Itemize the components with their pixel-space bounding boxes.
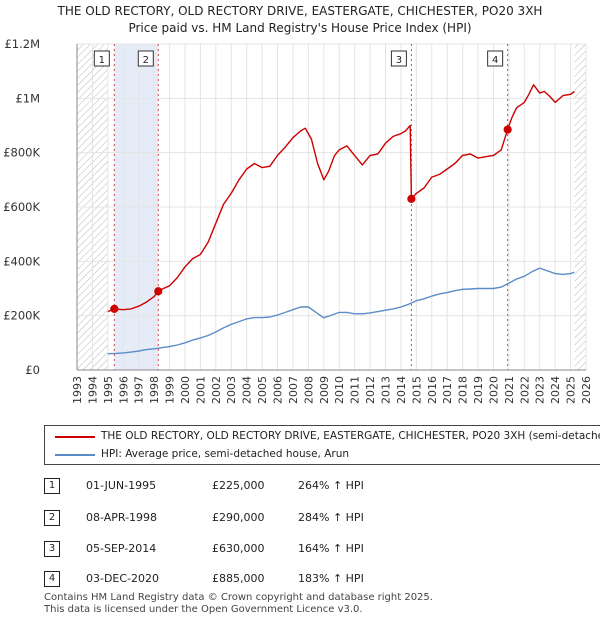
x-tick-label: 1999 — [164, 376, 177, 404]
sale-date: 01-JUN-1995 — [86, 479, 157, 492]
property-price-line — [107, 84, 575, 313]
x-tick-label: 2010 — [333, 376, 346, 404]
x-tick-label: 2015 — [410, 376, 423, 404]
legend-line-hpi — [55, 454, 95, 456]
x-tick-label: 2025 — [565, 376, 578, 404]
x-tick-label: 1996 — [117, 376, 130, 404]
x-tick-label: 2014 — [395, 376, 408, 404]
x-tick-label: 2018 — [457, 376, 470, 404]
y-tick-label: £600K — [3, 200, 40, 214]
sale-label-box — [390, 50, 407, 67]
sale-label-box — [137, 50, 154, 67]
x-tick-label: 2013 — [379, 376, 392, 404]
x-tick-label: 2020 — [487, 376, 500, 404]
legend-item-hpi: HPI: Average price, semi-detached house,… — [45, 446, 600, 464]
x-tick-label: 2017 — [441, 376, 454, 404]
table-row: 3 05-SEP-2014 £630,000 164% ↑ HPI — [0, 537, 600, 561]
sale-point — [407, 194, 416, 203]
x-tick-label: 2006 — [272, 376, 285, 404]
x-tick-label: 2007 — [287, 376, 300, 404]
y-tick-label: £0 — [25, 363, 40, 377]
chart-subtitle: Price paid vs. HM Land Registry's House … — [128, 21, 472, 35]
table-row: 4 03-DEC-2020 £885,000 183% ↑ HPI — [0, 567, 600, 591]
y-tick-label: £1.2M — [4, 37, 40, 51]
x-tick-label: 1993 — [71, 376, 84, 404]
sale-point — [110, 304, 119, 313]
sale-date: 08-APR-1998 — [86, 511, 158, 524]
legend-label-property: THE OLD RECTORY, OLD RECTORY DRIVE, EAST… — [101, 430, 600, 442]
sale-hpi-change: 284% ↑ HPI — [298, 511, 364, 524]
y-tick-label: £1M — [15, 91, 40, 105]
sale-point — [154, 287, 163, 296]
x-tick-label: 2016 — [426, 376, 439, 404]
sale-label: 3 — [396, 55, 402, 66]
x-tick-label: 2024 — [549, 376, 562, 404]
hpi-line — [107, 267, 575, 355]
footer-licence: This data is licensed under the Open Gov… — [44, 604, 363, 615]
table-row: 1 01-JUN-1995 £225,000 264% ↑ HPI — [0, 474, 600, 498]
x-tick-label: 2004 — [241, 376, 254, 404]
sale-price: £885,000 — [212, 572, 265, 585]
y-tick-label: £400K — [3, 254, 40, 268]
sale-number-badge: 2 — [44, 510, 60, 526]
sale-price: £225,000 — [212, 479, 265, 492]
x-tick-label: 1995 — [102, 376, 115, 404]
y-tick-label: £800K — [3, 146, 40, 160]
chart-title: THE OLD RECTORY, OLD RECTORY DRIVE, EAST… — [57, 4, 543, 18]
sale-hpi-change: 264% ↑ HPI — [298, 479, 364, 492]
legend-item-property: THE OLD RECTORY, OLD RECTORY DRIVE, EAST… — [45, 428, 600, 446]
sale-date: 05-SEP-2014 — [86, 542, 157, 555]
sale-number-badge: 4 — [44, 571, 60, 587]
x-tick-label: 2012 — [364, 376, 377, 404]
x-tick-label: 2019 — [472, 376, 485, 404]
legend-label-hpi: HPI: Average price, semi-detached house,… — [101, 448, 350, 460]
x-tick-label: 2023 — [534, 376, 547, 404]
x-tick-label: 2005 — [256, 376, 269, 404]
footer-copyright: Contains HM Land Registry data © Crown c… — [44, 592, 433, 603]
sale-number-badge: 3 — [44, 541, 60, 557]
x-tick-label: 2000 — [179, 376, 192, 404]
legend-line-property — [55, 436, 95, 438]
sale-label: 4 — [492, 55, 498, 66]
x-tick-label: 2001 — [194, 376, 207, 404]
sale-number-badge: 1 — [44, 478, 60, 494]
sale-price: £630,000 — [212, 542, 265, 555]
legend: THE OLD RECTORY, OLD RECTORY DRIVE, EAST… — [44, 425, 600, 465]
sale-price: £290,000 — [212, 511, 265, 524]
x-tick-label: 2011 — [349, 376, 362, 404]
x-tick-label: 1997 — [133, 376, 146, 404]
sale-hpi-change: 183% ↑ HPI — [298, 572, 364, 585]
x-tick-label: 2008 — [302, 376, 315, 404]
x-tick-label: 2009 — [318, 376, 331, 404]
x-tick-label: 2022 — [518, 376, 531, 404]
table-row: 2 08-APR-1998 £290,000 284% ↑ HPI — [0, 506, 600, 530]
sale-date: 03-DEC-2020 — [86, 572, 160, 585]
sale-label: 1 — [99, 55, 105, 66]
x-tick-label: 1998 — [148, 376, 161, 404]
sale-label: 2 — [143, 55, 149, 66]
sale-label-box — [93, 50, 110, 67]
x-tick-label: 2003 — [225, 376, 238, 404]
x-tick-label: 1994 — [86, 376, 99, 404]
sale-label-box — [487, 50, 504, 67]
x-tick-label: 2021 — [503, 376, 516, 404]
sale-point — [503, 125, 512, 134]
sale-hpi-change: 164% ↑ HPI — [298, 542, 364, 555]
x-tick-label: 2026 — [580, 376, 593, 404]
y-tick-label: £200K — [3, 309, 40, 323]
x-tick-label: 2002 — [210, 376, 223, 404]
